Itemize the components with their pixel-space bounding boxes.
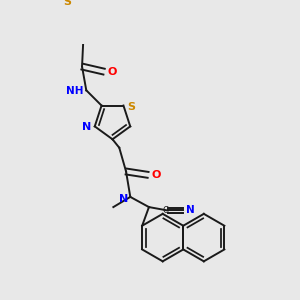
Text: NH: NH xyxy=(66,86,84,96)
Text: S: S xyxy=(63,0,71,7)
Text: C: C xyxy=(163,206,169,215)
Text: O: O xyxy=(107,67,117,76)
Text: O: O xyxy=(152,170,161,180)
Text: N: N xyxy=(82,122,92,132)
Text: N: N xyxy=(186,206,195,215)
Text: S: S xyxy=(128,102,136,112)
Text: N: N xyxy=(118,194,128,204)
